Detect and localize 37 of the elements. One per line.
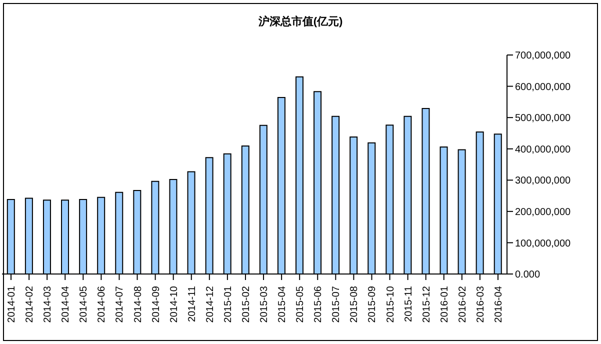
chart-title: 沪深总市值(亿元)	[257, 14, 344, 29]
x-tick-label: 2014-06	[96, 286, 108, 323]
y-tick-label: 500,000,000	[515, 113, 572, 124]
x-tick-label: 2015-03	[259, 286, 270, 323]
x-tick-label: 2014-04	[60, 286, 72, 323]
x-tick-label: 2015-12	[421, 286, 432, 323]
x-tick-label: 2014-07	[114, 286, 126, 323]
x-tick-label: 2016-01	[439, 286, 450, 323]
x-tick-label: 2015-06	[313, 286, 324, 323]
x-tick-label: 2015-07	[331, 286, 342, 323]
x-tick-label: 2015-10	[385, 286, 396, 323]
x-tick-label: 2014-02	[24, 286, 36, 323]
y-tick-label: 200,000,000	[515, 206, 572, 218]
y-tick-label: 300,000,000	[515, 176, 572, 187]
y-tick-label: 0.000	[515, 270, 540, 281]
x-tick-label: 2015-02	[240, 286, 252, 323]
y-tick-label: 600,000,000	[515, 82, 572, 93]
x-tick-label: 2016-03	[475, 286, 486, 323]
y-tick-label: 400,000,000	[515, 144, 572, 156]
x-tick-label: 2014-08	[132, 286, 144, 323]
x-tick-label: 2016-04	[493, 286, 504, 323]
x-tick-label: 2014-10	[168, 286, 180, 323]
x-tick-label: 2015-01	[222, 286, 234, 323]
x-tick-label: 2016-02	[457, 286, 468, 323]
x-tick-label: 2015-04	[277, 286, 288, 323]
x-tick-label: 2015-09	[367, 286, 378, 323]
x-tick-label: 2015-08	[349, 286, 360, 323]
x-tick-label: 2014-05	[78, 286, 90, 323]
x-tick-label: 2014-09	[150, 286, 162, 323]
x-tick-label: 2014-11	[186, 286, 198, 322]
y-tick-label: 700,000,000	[515, 50, 572, 62]
x-tick-label: 2015-05	[295, 286, 306, 323]
x-tick-label: 2014-12	[204, 286, 216, 323]
x-tick-label: 2014-01	[6, 286, 18, 323]
x-tick-label: 2014-03	[42, 286, 54, 323]
y-tick-label: 100,000,000	[515, 238, 572, 250]
x-tick-label: 2015-11	[403, 286, 414, 322]
